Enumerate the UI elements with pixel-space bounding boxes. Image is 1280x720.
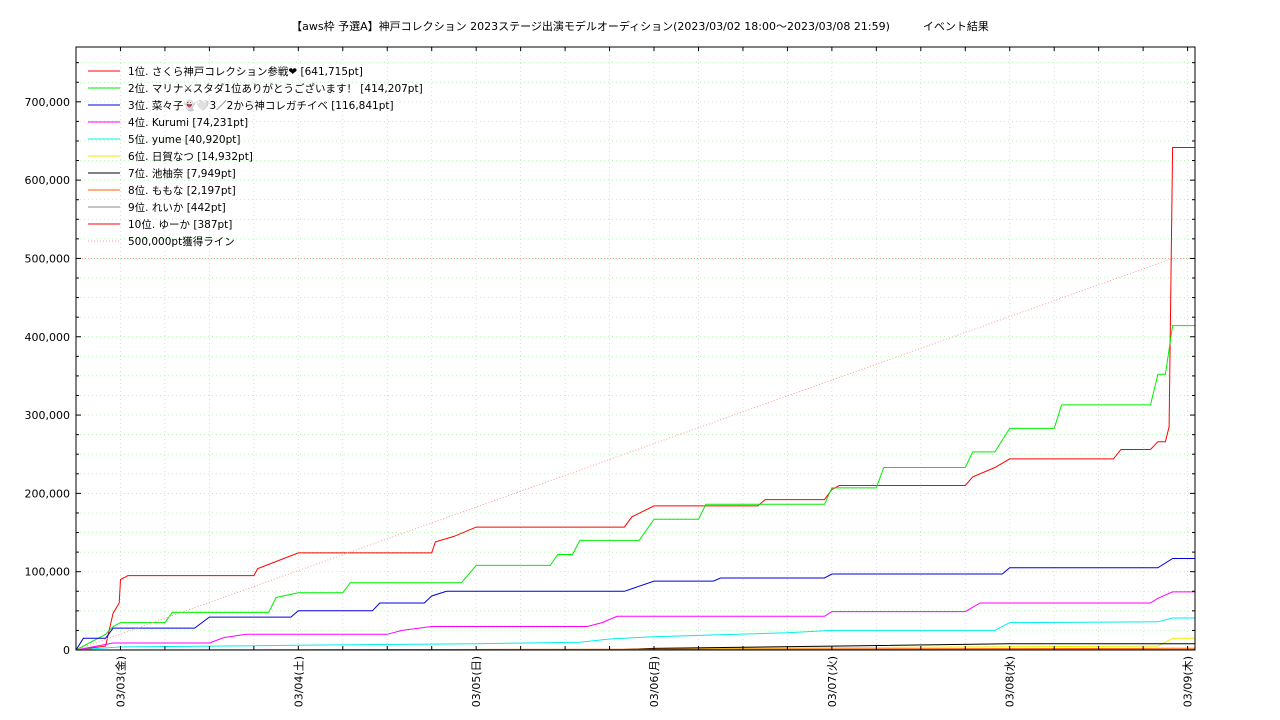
grid bbox=[76, 47, 1195, 650]
y-tick-label: 300,000 bbox=[25, 409, 71, 422]
legend-label-5: 5位. yume [40,920pt] bbox=[128, 133, 240, 146]
legend-label-6: 6位. 日賀なつ [14,932pt] bbox=[128, 150, 253, 163]
chart-title: 【aws枠 予選A】神戸コレクション 2023ステージ出演モデルオーディション(… bbox=[291, 20, 989, 33]
series-line-3 bbox=[75, 558, 1195, 651]
series-lines bbox=[75, 147, 1196, 651]
plot-frame bbox=[75, 46, 1196, 651]
y-tick-label: 200,000 bbox=[25, 487, 71, 500]
y-tick-label: 100,000 bbox=[25, 566, 71, 579]
legend-label-4: 4位. Kurumi [74,231pt] bbox=[128, 116, 248, 129]
y-tick-label: 0 bbox=[63, 644, 70, 657]
axes: 0 100,000 200,000 300,000 400,000 500,000 600,… bbox=[25, 46, 1196, 707]
x-tick-label: 03/09(木) bbox=[1182, 656, 1195, 707]
x-tick-label: 03/07(火) bbox=[826, 656, 839, 707]
legend-label-3: 3位. 菜々子👻🤍3／2から神コレガチイベ [116,841pt] bbox=[128, 99, 394, 112]
y-tick-label: 500,000 bbox=[25, 252, 71, 265]
series-line-5 bbox=[75, 617, 1195, 651]
y-tick-label: 600,000 bbox=[25, 174, 71, 187]
x-tick-label: 03/05(日) bbox=[470, 656, 483, 707]
legend: 1位. さくら神戸コレクション参戦❤ [641,715pt] 2位. マリナ⚔スタ… bbox=[88, 65, 423, 248]
x-tick-label: 03/04(土) bbox=[292, 656, 305, 707]
legend-label-1: 1位. さくら神戸コレクション参戦❤ [641,715pt] bbox=[128, 65, 363, 78]
legend-label-7: 7位. 池柚奈 [7,949pt] bbox=[128, 167, 236, 180]
legend-label-8: 8位. ももな [2,197pt] bbox=[128, 184, 236, 197]
series-line-2 bbox=[75, 325, 1195, 651]
x-tick-label: 03/06(月) bbox=[648, 656, 661, 707]
series-line-11 bbox=[75, 257, 1173, 651]
x-tick-label: 03/03(金) bbox=[113, 656, 127, 707]
legend-label-10: 10位. ゆーか [387pt] bbox=[128, 218, 232, 231]
y-tick-label: 400,000 bbox=[25, 331, 71, 344]
legend-label-2: 2位. マリナ⚔スタダ1位ありがとうございます！ [414,207pt] bbox=[128, 82, 423, 95]
series-line-4 bbox=[75, 591, 1195, 651]
y-tick-label: 700,000 bbox=[25, 96, 71, 109]
x-tick-label: 03/08(水) bbox=[1004, 656, 1017, 707]
legend-label-9: 9位. れいか [442pt] bbox=[128, 201, 226, 214]
legend-label-11: 500,000pt獲得ライン bbox=[128, 235, 235, 248]
series-line-1 bbox=[75, 147, 1195, 651]
